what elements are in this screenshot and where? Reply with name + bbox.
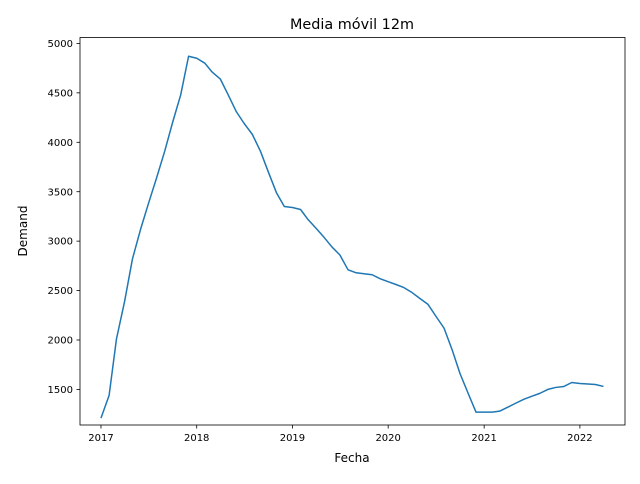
- y-tick-label: 4000: [48, 138, 73, 149]
- plot-frame: [79, 37, 626, 426]
- x-tick-label: 2021: [471, 433, 496, 444]
- x-tick-label: 2019: [280, 433, 305, 444]
- x-tick-label: 2022: [567, 433, 592, 444]
- x-tick-label: 2017: [88, 433, 113, 444]
- x-axis-label: Fecha: [334, 451, 369, 465]
- y-axis-label: Demand: [16, 206, 30, 257]
- chart-title: Media móvil 12m: [290, 17, 414, 33]
- plot-area: [100, 55, 604, 419]
- x-axis: 2017 2018 2019 2020 2021 2022: [88, 425, 593, 444]
- y-tick-label: 5000: [48, 39, 73, 50]
- series-line: [100, 55, 604, 419]
- x-tick-label: 2018: [184, 433, 209, 444]
- y-tick-label: 3500: [48, 187, 73, 198]
- y-tick-label: 3000: [48, 237, 73, 248]
- y-tick-label: 2000: [48, 336, 73, 347]
- y-tick-label: 2500: [48, 286, 73, 297]
- y-tick-label: 1500: [48, 385, 73, 396]
- x-tick-label: 2020: [375, 433, 400, 444]
- y-tick-label: 4500: [48, 88, 73, 99]
- y-axis: 1500 2000 2500 3000 3500 4000 4500 5000: [48, 39, 80, 396]
